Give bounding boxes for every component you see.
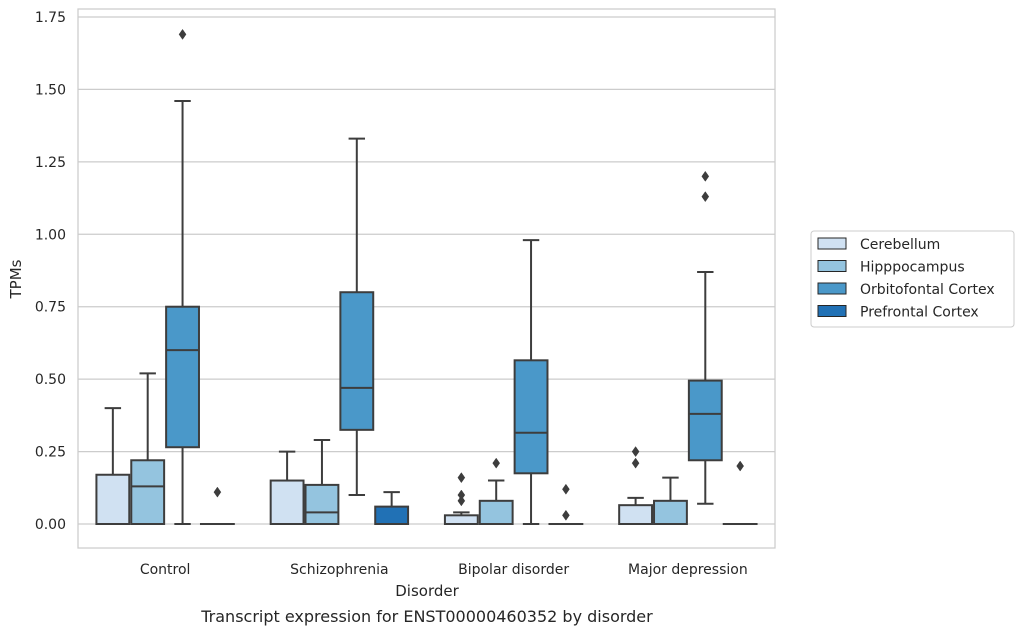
legend-label: Hipppocampus [860,260,965,276]
legend-swatch [817,260,847,272]
y-axis-ticks: 0.00 0.25 0.50 0.75 1.00 1.25 1.50 1.75 [35,10,66,533]
y-tick-label: 1.50 [35,82,66,98]
chart-caption: Transcript expression for ENST0000046035… [200,607,653,626]
outlier-point [562,483,570,495]
legend-frame [810,230,1015,328]
outlier-point [562,509,570,521]
legend[interactable]: Cerebellum Hipppocampus Orbitofontal Corte… [810,230,1015,328]
legend-swatch [817,237,847,250]
x-tick-label: Control [140,562,191,578]
legend-swatch [817,305,847,317]
box-iqr [95,473,131,525]
box-cerebellum [269,450,305,525]
outlier-point [457,495,466,507]
box-iqr [618,504,654,526]
y-tick-label: 1.00 [35,227,66,243]
box-iqr [687,379,723,462]
outlier-point [457,489,466,501]
box-orbitofontal-cortex [513,239,549,525]
y-tick-label: 0.50 [35,372,66,388]
y-tick-label: 1.25 [35,155,66,171]
legend-swatch [817,282,847,295]
box-hipppocampus [130,372,166,525]
box-iqr [304,483,340,526]
legend-label: Prefrontal Cortex [860,305,979,321]
y-tick-label: 0.75 [35,300,66,316]
outlier-point [631,446,640,458]
outlier-point [178,28,187,40]
box-prefrontal-cortex [548,483,584,526]
box-orbitofontal-cortex [339,137,375,497]
box-cerebellum [443,472,479,526]
box-iqr [339,291,375,431]
box-iqr [653,499,688,525]
x-tick-label: Major depression [628,562,748,578]
outlier-point [701,191,710,203]
y-tick-label: 0.25 [35,445,66,461]
box-iqr [513,359,549,475]
box-iqr [165,305,200,449]
box-groups [95,28,758,526]
outlier-point [631,457,640,469]
box-cerebellum [95,407,131,525]
box-prefrontal-cortex [722,460,758,526]
y-axis-label: TPMs [7,259,25,299]
box-prefrontal-cortex [374,491,410,526]
box-prefrontal-cortex [199,486,235,526]
legend-label: Cerebellum [860,237,940,253]
outlier-point [213,486,222,498]
box-cerebellum [618,446,654,526]
y-tick-label: 0.00 [35,517,66,533]
plot-area-frame [77,8,776,549]
box-hipppocampus [653,476,688,525]
box-iqr [443,514,479,526]
y-tick-label: 1.75 [35,10,66,26]
box-iqr [374,505,410,526]
x-axis-label: Disorder [395,582,459,600]
box-hipppocampus [478,457,514,525]
outlier-point [457,472,466,484]
box-orbitofontal-cortex [165,28,200,525]
x-axis-ticks: Control Schizophrenia Bipolar disorder Majo… [140,562,748,578]
x-tick-label: Bipolar disorder [458,562,569,578]
legend-label: Orbitofontal Cortex [860,282,995,298]
box-iqr [269,479,305,525]
x-tick-label: Schizophrenia [290,562,388,578]
outlier-point [492,457,501,469]
box-hipppocampus [304,438,340,526]
outlier-point [736,460,744,472]
box-orbitofontal-cortex [687,170,723,505]
box-iqr [478,499,514,525]
outlier-point [701,170,710,182]
box-iqr [130,459,166,525]
